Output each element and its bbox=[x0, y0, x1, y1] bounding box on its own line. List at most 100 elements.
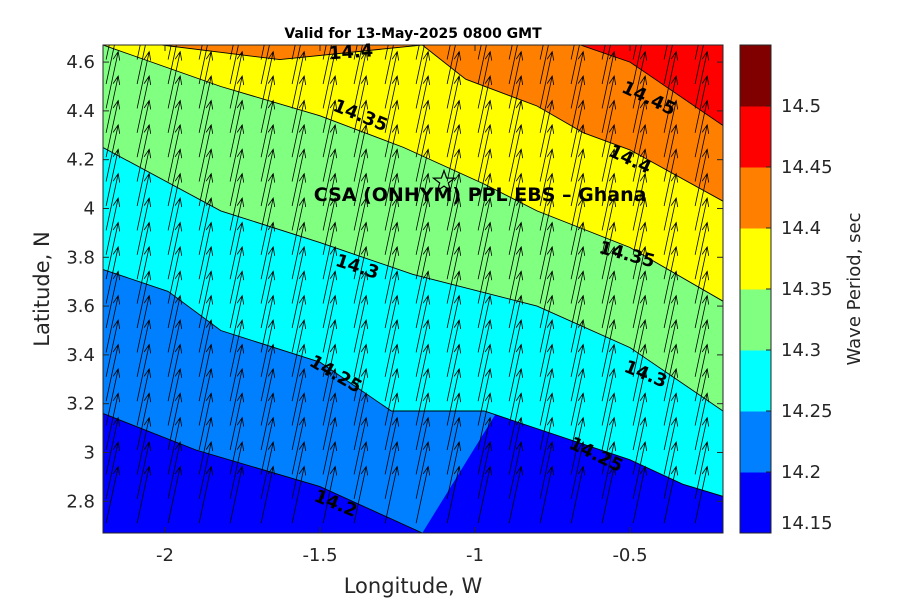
wave-arrow bbox=[663, 99, 679, 158]
wave-arrow bbox=[384, 45, 394, 85]
wave-arrow bbox=[260, 45, 270, 85]
wave-arrow bbox=[136, 45, 146, 85]
wave-arrow bbox=[477, 197, 493, 255]
star-icon bbox=[431, 168, 457, 192]
wave-arrow bbox=[229, 245, 245, 304]
wave-arrow bbox=[198, 75, 214, 133]
wave-arrow bbox=[663, 50, 679, 109]
wave-arrow bbox=[694, 319, 710, 377]
contour-fill-bands bbox=[103, 45, 723, 533]
contour-line-14.4 bbox=[161, 45, 723, 202]
wave-arrow bbox=[601, 465, 617, 524]
wave-arrow bbox=[167, 245, 183, 304]
wave-arrow bbox=[260, 465, 276, 524]
wave-arrow bbox=[260, 172, 276, 231]
wave-arrow bbox=[415, 172, 431, 231]
colorbar-tick-label: 14.15 bbox=[781, 513, 833, 534]
wave-arrow bbox=[136, 245, 152, 304]
wave-arrow bbox=[663, 343, 679, 402]
wave-arrow bbox=[322, 148, 338, 207]
wave-arrow bbox=[167, 367, 183, 426]
contour-line-14.2 bbox=[103, 412, 423, 533]
wave-arrow bbox=[167, 172, 183, 231]
wave-arrow bbox=[353, 50, 369, 109]
wave-arrow bbox=[446, 45, 456, 85]
wave-arrow bbox=[384, 99, 400, 158]
wave-arrow bbox=[291, 294, 307, 353]
wave-arrow bbox=[632, 294, 648, 353]
wave-arrow bbox=[694, 245, 710, 304]
wave-arrow bbox=[601, 99, 617, 158]
wave-arrow bbox=[415, 75, 431, 133]
wave-arrow bbox=[105, 123, 121, 182]
wave-arrow bbox=[198, 294, 214, 353]
band-14.4 bbox=[103, 45, 723, 202]
wave-arrow bbox=[632, 50, 648, 109]
wave-arrow bbox=[632, 465, 648, 524]
wave-arrow bbox=[539, 99, 555, 158]
wave-arrow bbox=[229, 45, 234, 60]
wave-arrow bbox=[260, 294, 276, 353]
wave-arrow bbox=[415, 99, 431, 158]
wave-arrow bbox=[260, 75, 276, 133]
wave-arrow bbox=[477, 343, 493, 402]
wave-arrow bbox=[260, 343, 276, 402]
wave-arrow bbox=[694, 416, 710, 475]
wave-arrow bbox=[632, 197, 648, 255]
wave-arrow bbox=[477, 367, 493, 426]
y-tick-label: 4.4 bbox=[66, 101, 95, 122]
wave-arrow bbox=[570, 441, 586, 499]
wave-arrow bbox=[446, 197, 462, 255]
wave-arrow bbox=[601, 245, 617, 304]
wave-arrow bbox=[446, 99, 462, 158]
wave-arrow bbox=[229, 99, 245, 158]
wave-arrow bbox=[632, 221, 648, 280]
wave-arrow bbox=[570, 99, 586, 158]
wave-arrow bbox=[694, 270, 710, 329]
wave-arrow bbox=[136, 75, 152, 133]
wave-arrow bbox=[105, 99, 121, 158]
y-tick-label: 2.8 bbox=[66, 491, 95, 512]
wave-arrow bbox=[322, 197, 338, 255]
wave-arrow bbox=[291, 50, 307, 109]
wave-arrow bbox=[353, 392, 369, 451]
wave-arrow bbox=[198, 45, 203, 60]
wave-arrow bbox=[508, 367, 524, 426]
wave-arrow bbox=[384, 50, 400, 109]
wave-arrow bbox=[105, 75, 121, 133]
wave-arrow bbox=[632, 392, 648, 451]
wave-arrow bbox=[694, 294, 710, 353]
wave-arrow bbox=[105, 148, 121, 207]
wave-arrow bbox=[136, 367, 152, 426]
wave-arrow bbox=[601, 75, 617, 133]
wave-arrow bbox=[570, 75, 586, 133]
wave-arrow bbox=[415, 245, 431, 304]
wave-arrow bbox=[260, 45, 265, 60]
wave-arrow bbox=[508, 416, 524, 475]
wave-arrow bbox=[167, 465, 183, 524]
wave-arrow bbox=[446, 441, 462, 499]
wave-arrow bbox=[477, 416, 493, 475]
wave-arrow bbox=[105, 465, 121, 524]
wave-arrow bbox=[570, 294, 586, 353]
y-tick-label: 3.2 bbox=[66, 394, 95, 415]
colorbar-tick-label: 14.35 bbox=[781, 279, 833, 300]
wave-arrow bbox=[632, 123, 648, 182]
wave-arrow bbox=[229, 148, 245, 207]
wave-arrow bbox=[539, 148, 555, 207]
wave-arrow bbox=[167, 343, 183, 402]
y-axis-label: Latitude, N bbox=[30, 231, 54, 347]
wave-arrow bbox=[446, 50, 462, 109]
wave-arrow bbox=[477, 45, 487, 85]
wave-arrow bbox=[632, 45, 642, 85]
wave-arrow bbox=[446, 294, 462, 353]
wave-arrow bbox=[601, 123, 617, 182]
colorbar-tick-label: 14.3 bbox=[781, 340, 821, 361]
wave-arrow bbox=[694, 221, 710, 280]
colorbar-swatch bbox=[740, 289, 771, 351]
wave-arrow bbox=[229, 45, 239, 85]
wave-arrow bbox=[322, 45, 332, 85]
wave-arrow bbox=[229, 221, 245, 280]
wave-arrow bbox=[322, 343, 338, 402]
wave-arrow bbox=[601, 392, 617, 451]
